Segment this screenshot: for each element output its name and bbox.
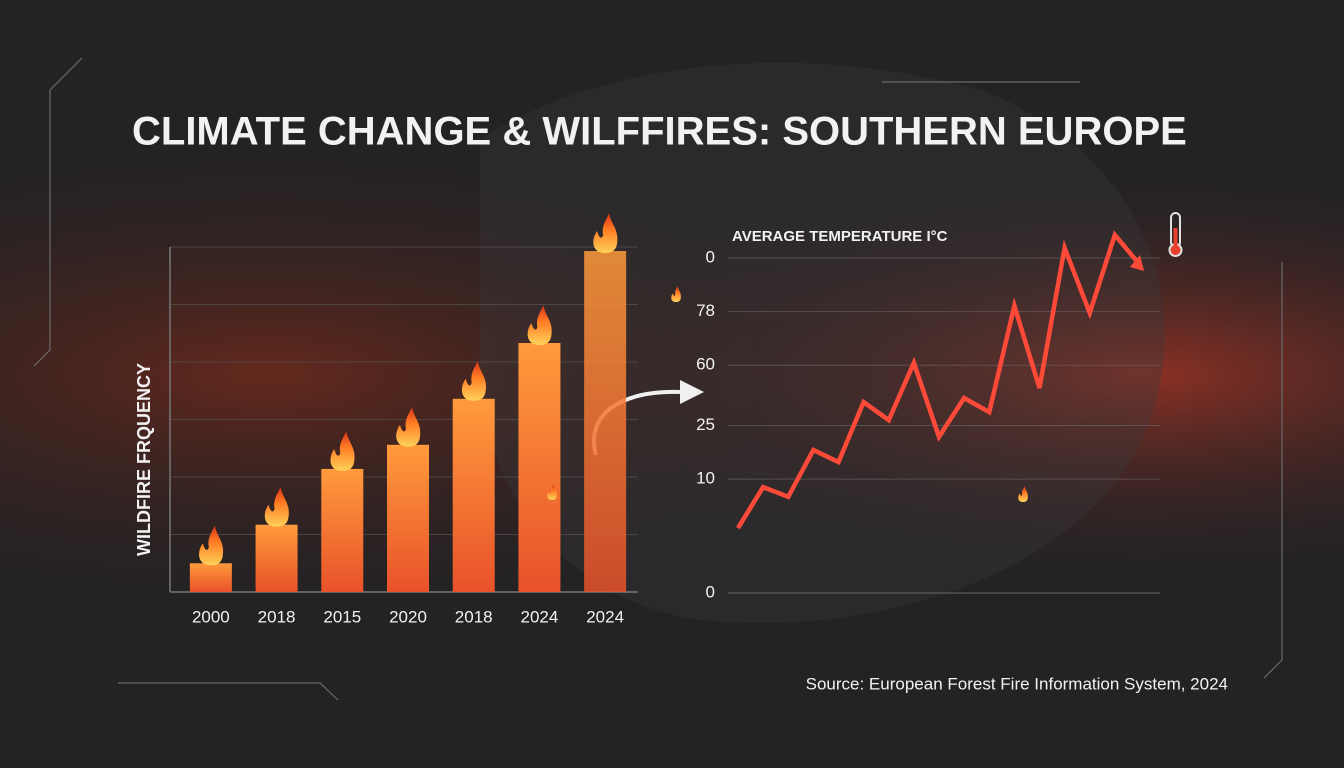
title: CLIMATE CHANGE & WILFFIRES: SOUTHERN EUR… xyxy=(132,110,1187,154)
bar xyxy=(189,563,232,592)
y-tick-label: 0 xyxy=(706,582,715,601)
map-silhouette xyxy=(479,62,1165,624)
y-tick-label: 25 xyxy=(696,415,715,434)
flame xyxy=(264,486,289,527)
x-tick-label: 2000 xyxy=(192,607,230,626)
x-tick-label: 2024 xyxy=(521,607,559,626)
frame-lines xyxy=(33,57,1283,701)
flame xyxy=(671,286,681,302)
flame xyxy=(396,406,421,447)
glow xyxy=(0,150,1344,600)
flame xyxy=(1018,486,1028,502)
bar xyxy=(255,524,298,592)
line xyxy=(736,230,1142,530)
x-tick-label: 2024 xyxy=(586,607,624,626)
arrow-head xyxy=(680,380,704,404)
y-tick-label: 78 xyxy=(696,301,715,320)
flame xyxy=(547,484,557,500)
x-tick-label: 2018 xyxy=(455,607,493,626)
thermometer-icon xyxy=(1168,212,1183,257)
x-tick-label: 2015 xyxy=(323,607,361,626)
y-tick-label: 10 xyxy=(696,469,715,488)
source: Source: European Forest Fire Information… xyxy=(806,674,1228,693)
bar xyxy=(321,468,364,592)
flame xyxy=(593,213,618,254)
flame xyxy=(330,430,355,471)
y-axis-label: WILDFIRE FRQUENCY xyxy=(134,363,154,556)
line-arrowhead xyxy=(1130,255,1144,272)
bar xyxy=(584,251,627,592)
x-tick-label: 2018 xyxy=(258,607,296,626)
bar xyxy=(518,343,561,592)
x-tick-label: 2020 xyxy=(389,607,427,626)
bar xyxy=(452,398,495,592)
y-axis-label: AVERAGE TEMPERATURE I°C xyxy=(732,228,948,245)
flame xyxy=(527,305,552,346)
bar xyxy=(387,444,429,592)
flame xyxy=(199,525,224,566)
y-tick-label: 60 xyxy=(696,355,715,374)
flame xyxy=(461,360,487,401)
y-tick-label: 0 xyxy=(706,247,715,266)
